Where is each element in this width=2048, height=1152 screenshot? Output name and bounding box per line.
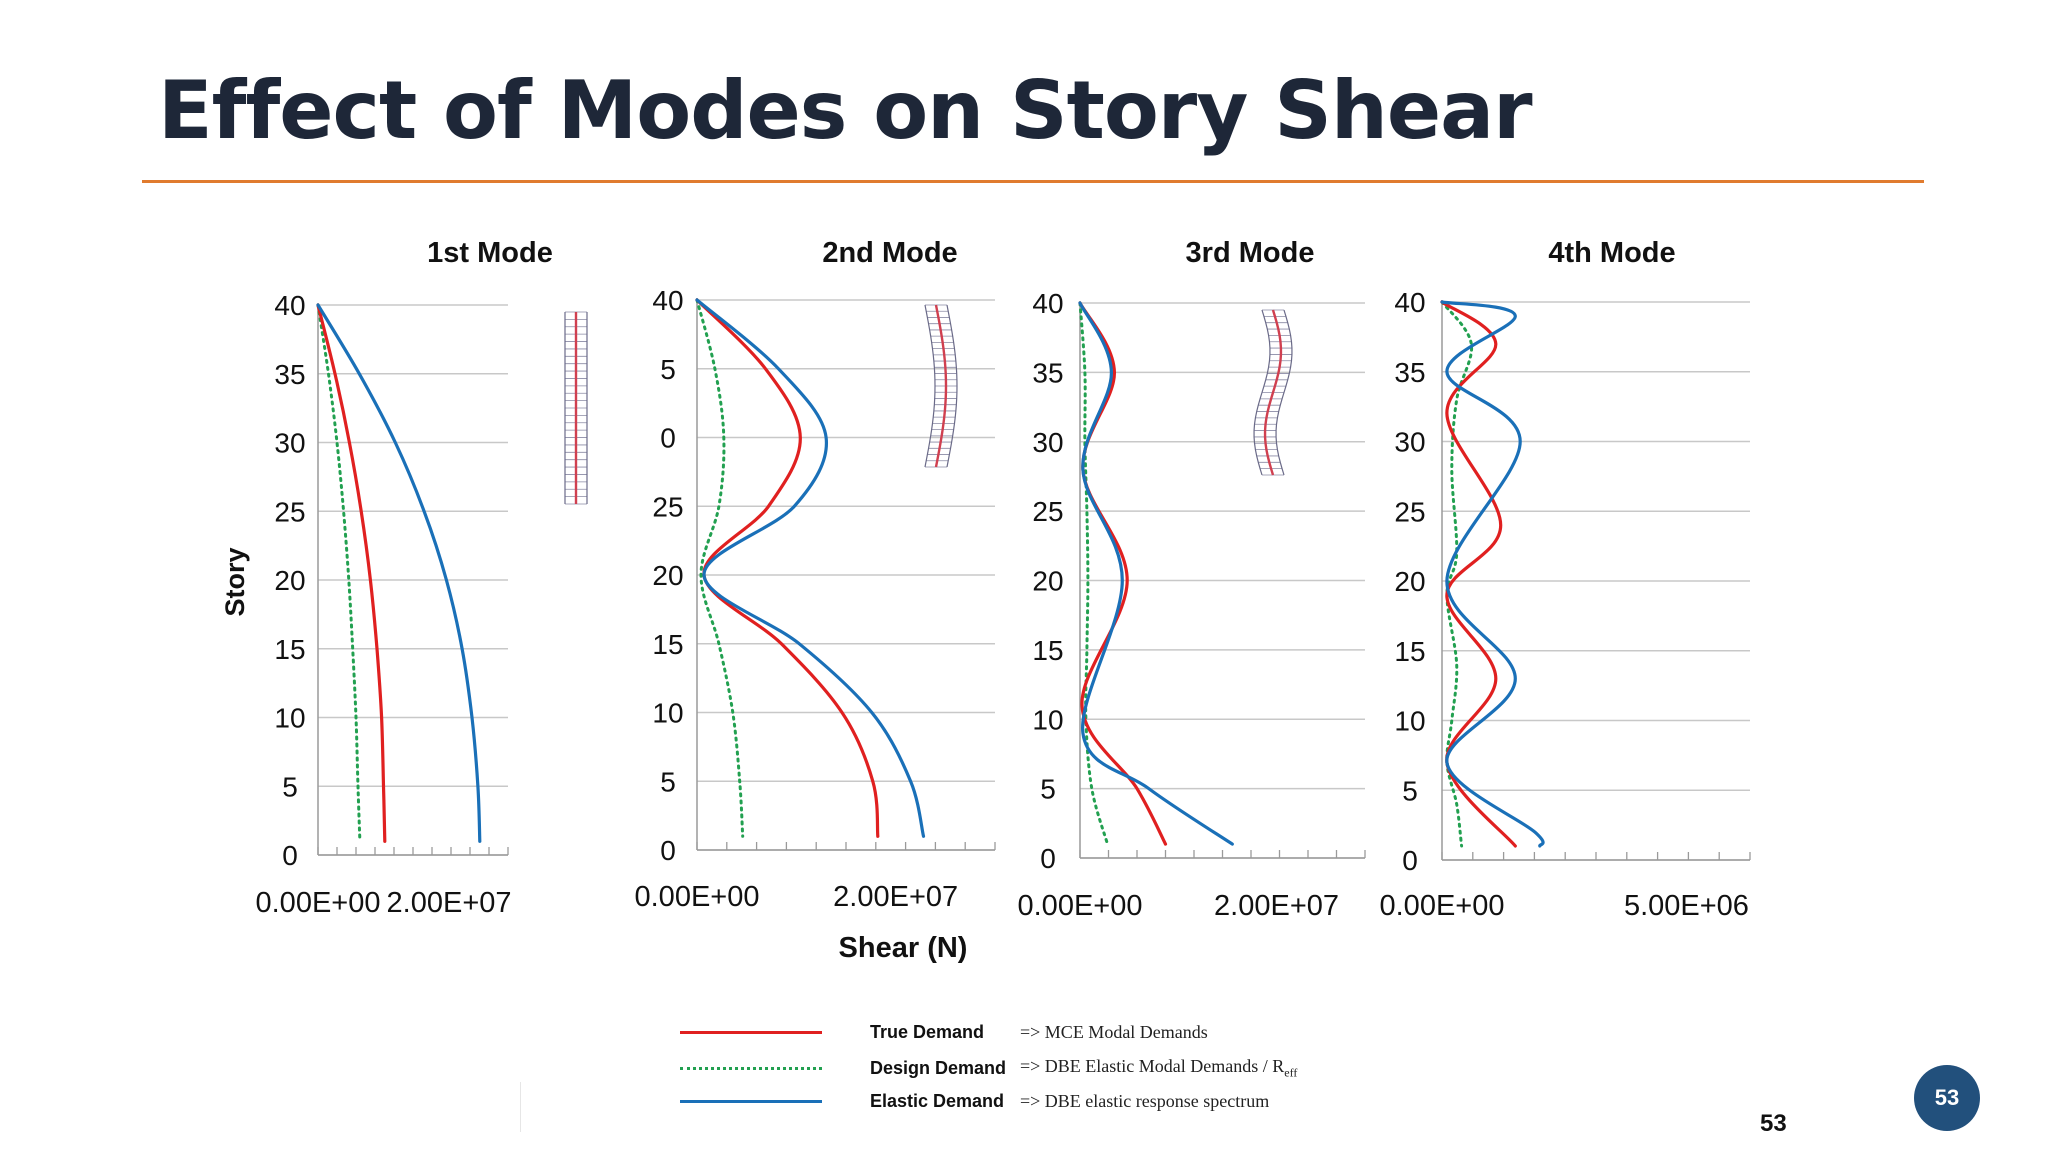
legend-swatch-design	[680, 1066, 822, 1070]
legend-desc-true: => MCE Modal Demands	[1020, 1021, 1208, 1042]
series-design-demand	[316, 303, 362, 843]
page-number: 53	[1760, 1110, 1787, 1137]
y-tick-label: 10	[652, 698, 683, 729]
x-tick-label: 5.00E+06	[1624, 890, 1749, 922]
x-tick-label: 0.00E+00	[256, 887, 381, 919]
series-design-demand	[695, 298, 745, 838]
x-tick-label: 0.00E+00	[1380, 890, 1505, 922]
y-tick-label: 40	[1394, 287, 1425, 318]
series-elastic-demand	[1440, 300, 1545, 848]
building-deformation-icon	[564, 311, 588, 505]
y-tick-label: 0	[660, 423, 676, 454]
y-tick-label: 40	[652, 285, 683, 316]
y-tick-label: 5	[282, 771, 298, 802]
y-tick-label: 15	[1032, 635, 1063, 666]
legend-item-elastic-demand: Elastic Demand => DBE elastic response s…	[680, 1086, 1269, 1116]
y-tick-label: 0	[1402, 845, 1418, 876]
y-tick-label: 15	[274, 634, 305, 665]
y-tick-label: 40	[274, 290, 305, 321]
title-rule	[142, 180, 1924, 183]
series-elastic-demand	[316, 303, 482, 843]
chart-title: 2nd Mode	[822, 237, 957, 269]
legend-swatch-elastic	[680, 1099, 822, 1103]
y-tick-label: 35	[1394, 357, 1425, 388]
x-tick-label: 2.00E+07	[1214, 890, 1339, 922]
x-tick-label: 2.00E+07	[833, 881, 958, 913]
chart-mode-2: 0 5 10 15 20 ‪25 0 5 40 0.00E+00 2.00E+07 2nd Mode S…	[635, 237, 996, 964]
chart-mode-4: 0 5 10 15 20 25 30 35 40 0.00E+00 5.00E+06 4th Mode	[1380, 237, 1751, 922]
y-tick-label: 0	[282, 840, 298, 871]
x-axis-label: Shear (N)	[839, 932, 968, 964]
x-tick-label: 2.00E+07	[387, 887, 512, 919]
y-tick-label: 35	[274, 359, 305, 390]
y-tick-label: 5	[660, 766, 676, 797]
footer-divider	[520, 1082, 521, 1132]
legend-item-design-demand: Design Demand => DBE Elastic Modal Deman…	[680, 1053, 1297, 1083]
legend-desc-elastic: => DBE elastic response spectrum	[1020, 1090, 1270, 1111]
y-tick-label: 30	[274, 428, 305, 459]
legend-name-true: True Demand	[870, 1021, 985, 1042]
building-deformation-icon	[1253, 309, 1293, 476]
legend-name-elastic: Elastic Demand	[870, 1090, 1005, 1111]
y-tick-label: 5	[660, 354, 676, 385]
page-badge: 53	[1914, 1065, 1980, 1131]
y-tick-label: 20	[652, 560, 683, 591]
chart-title: 4th Mode	[1548, 237, 1675, 269]
chart-title: 3rd Mode	[1186, 237, 1315, 269]
y-tick-label: 15	[652, 629, 683, 660]
series-elastic-demand	[695, 298, 926, 838]
legend-item-true-demand: True Demand => MCE Modal Demands	[680, 1017, 1208, 1047]
y-tick-label: 25	[1394, 496, 1425, 527]
legend-name-design: Design Demand	[870, 1057, 1007, 1078]
y-tick-label: ‪25	[652, 491, 683, 522]
y-tick-label: 35	[1032, 357, 1063, 388]
y-tick-label: 0	[660, 835, 676, 866]
slide-title: Effect of Modes on Story Shear	[158, 64, 1533, 157]
legend-swatch-true	[680, 1030, 822, 1034]
y-tick-label: 5	[1040, 774, 1056, 805]
y-tick-label: 15	[1394, 636, 1425, 667]
y-tick-label: 40	[1032, 288, 1063, 319]
x-tick-label: 0.00E+00	[1018, 890, 1143, 922]
y-tick-label: 10	[1032, 704, 1063, 735]
y-tick-label: 10	[274, 703, 305, 734]
chart-mode-3: 0 5 10 15 20 25 30 35 40 0.00E+00 2.00E+07 3rd Mode	[1018, 237, 1366, 922]
legend-desc-design: => DBE Elastic Modal Demands / Reff	[1020, 1055, 1298, 1080]
y-tick-label: 30	[1394, 427, 1425, 458]
chart-title: 1st Mode	[427, 237, 553, 269]
y-tick-label: 20	[1032, 566, 1063, 597]
y-tick-label: 25	[1032, 496, 1063, 527]
y-axis-label: Story	[220, 547, 250, 616]
y-tick-label: 20	[1394, 566, 1425, 597]
y-tick-label: 0	[1040, 843, 1056, 874]
x-tick-label: 0.00E+00	[635, 881, 760, 913]
y-tick-label: 25	[274, 496, 305, 527]
series-elastic-demand	[1078, 301, 1234, 846]
chart-mode-1: 0 5 10 15 20 25 30 35 40 0.00E+00 2.00E+07 1st Mode…	[220, 237, 588, 919]
legend: True Demand => MCE Modal Demands Design …	[680, 1005, 1440, 1125]
series-true-demand	[316, 303, 387, 843]
building-deformation-icon	[924, 304, 958, 468]
y-tick-label: 30	[1032, 427, 1063, 458]
y-tick-label: 20	[274, 565, 305, 596]
y-tick-label: 10	[1394, 706, 1425, 737]
y-tick-label: 5	[1402, 775, 1418, 806]
